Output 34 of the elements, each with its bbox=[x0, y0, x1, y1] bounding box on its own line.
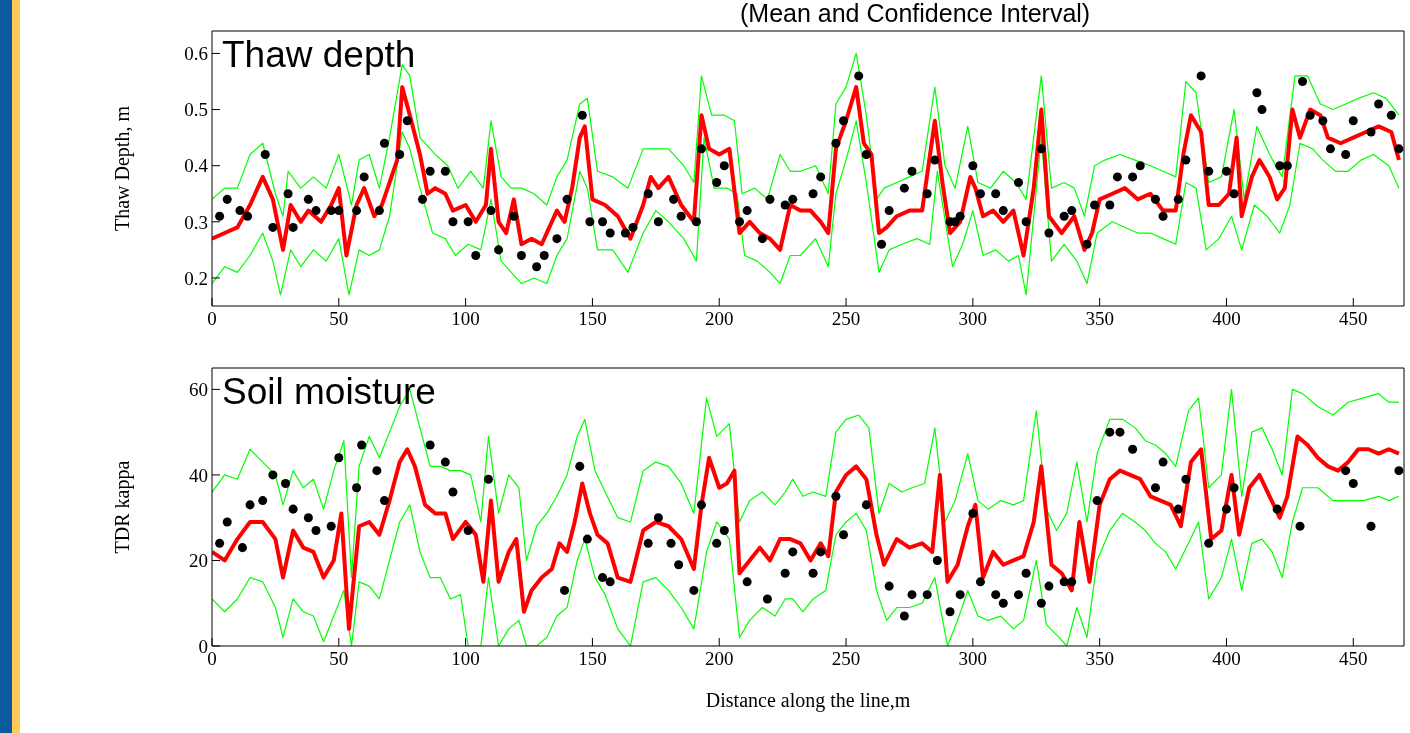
line-series bbox=[212, 487, 1400, 646]
line-series bbox=[212, 120, 1400, 296]
x-tick-label: 300 bbox=[958, 308, 988, 330]
x-tick-label: 50 bbox=[329, 308, 349, 330]
x-tick-label: 50 bbox=[329, 648, 349, 670]
y-tick-label: 0.2 bbox=[184, 267, 208, 289]
x-axis-title: Distance along the line,m bbox=[705, 689, 911, 712]
annotation: Soil moisture bbox=[222, 371, 436, 412]
chart-title: (Mean and Confidence Interval) bbox=[740, 0, 1091, 28]
y-tick-label: 60 bbox=[189, 379, 208, 401]
x-tick-label: 200 bbox=[704, 648, 734, 670]
y-tick-label: 0.4 bbox=[184, 155, 209, 177]
x-tick-label: 150 bbox=[578, 308, 607, 330]
x-tick-label: 450 bbox=[1339, 648, 1368, 670]
x-tick-label: 450 bbox=[1339, 308, 1368, 330]
y-tick-label: 0.5 bbox=[184, 99, 208, 121]
x-tick-label: 100 bbox=[451, 308, 480, 330]
x-tick-label: 250 bbox=[831, 308, 861, 330]
x-tick-label: 100 bbox=[451, 648, 480, 670]
y-tick-label: 0.3 bbox=[184, 211, 208, 233]
x-tick-label: 150 bbox=[578, 648, 607, 670]
y-tick-label: 20 bbox=[189, 550, 208, 572]
x-tick-label: 350 bbox=[1085, 308, 1114, 330]
y-tick-label: 0.6 bbox=[184, 43, 208, 65]
x-tick-label: 200 bbox=[704, 308, 734, 330]
annotation: Thaw depth bbox=[222, 34, 416, 75]
x-tick-label: 350 bbox=[1085, 648, 1114, 670]
x-tick-label: 400 bbox=[1212, 648, 1241, 670]
y-axis-title: TDR kappa bbox=[111, 460, 135, 554]
x-tick-label: 250 bbox=[831, 648, 861, 670]
x-tick-label: 400 bbox=[1212, 308, 1241, 330]
x-tick-label: 300 bbox=[958, 648, 988, 670]
y-axis-title: Thaw Depth, m bbox=[111, 105, 135, 231]
y-tick-label: 40 bbox=[189, 464, 208, 486]
